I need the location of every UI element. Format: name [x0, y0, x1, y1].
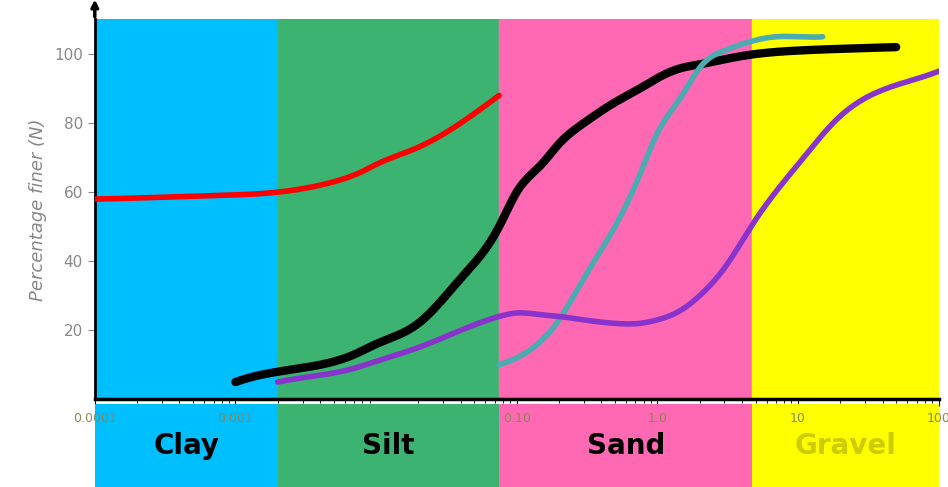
Text: Clay: Clay: [154, 431, 219, 460]
Text: Silt: Silt: [362, 431, 414, 460]
Bar: [278, 19, 499, 399]
Text: 1.0: 1.0: [647, 412, 667, 425]
Text: 0.001: 0.001: [217, 412, 253, 425]
Text: Gravel: Gravel: [794, 431, 897, 460]
Y-axis label: Percentage finer (N): Percentage finer (N): [29, 118, 47, 300]
Text: Sand: Sand: [587, 431, 665, 460]
Bar: [753, 19, 939, 399]
Text: 10: 10: [790, 412, 806, 425]
Bar: [95, 19, 278, 399]
Bar: [499, 19, 753, 399]
Text: 100: 100: [926, 412, 948, 425]
Text: 0.0001: 0.0001: [73, 412, 117, 425]
Text: 0.10: 0.10: [502, 412, 531, 425]
